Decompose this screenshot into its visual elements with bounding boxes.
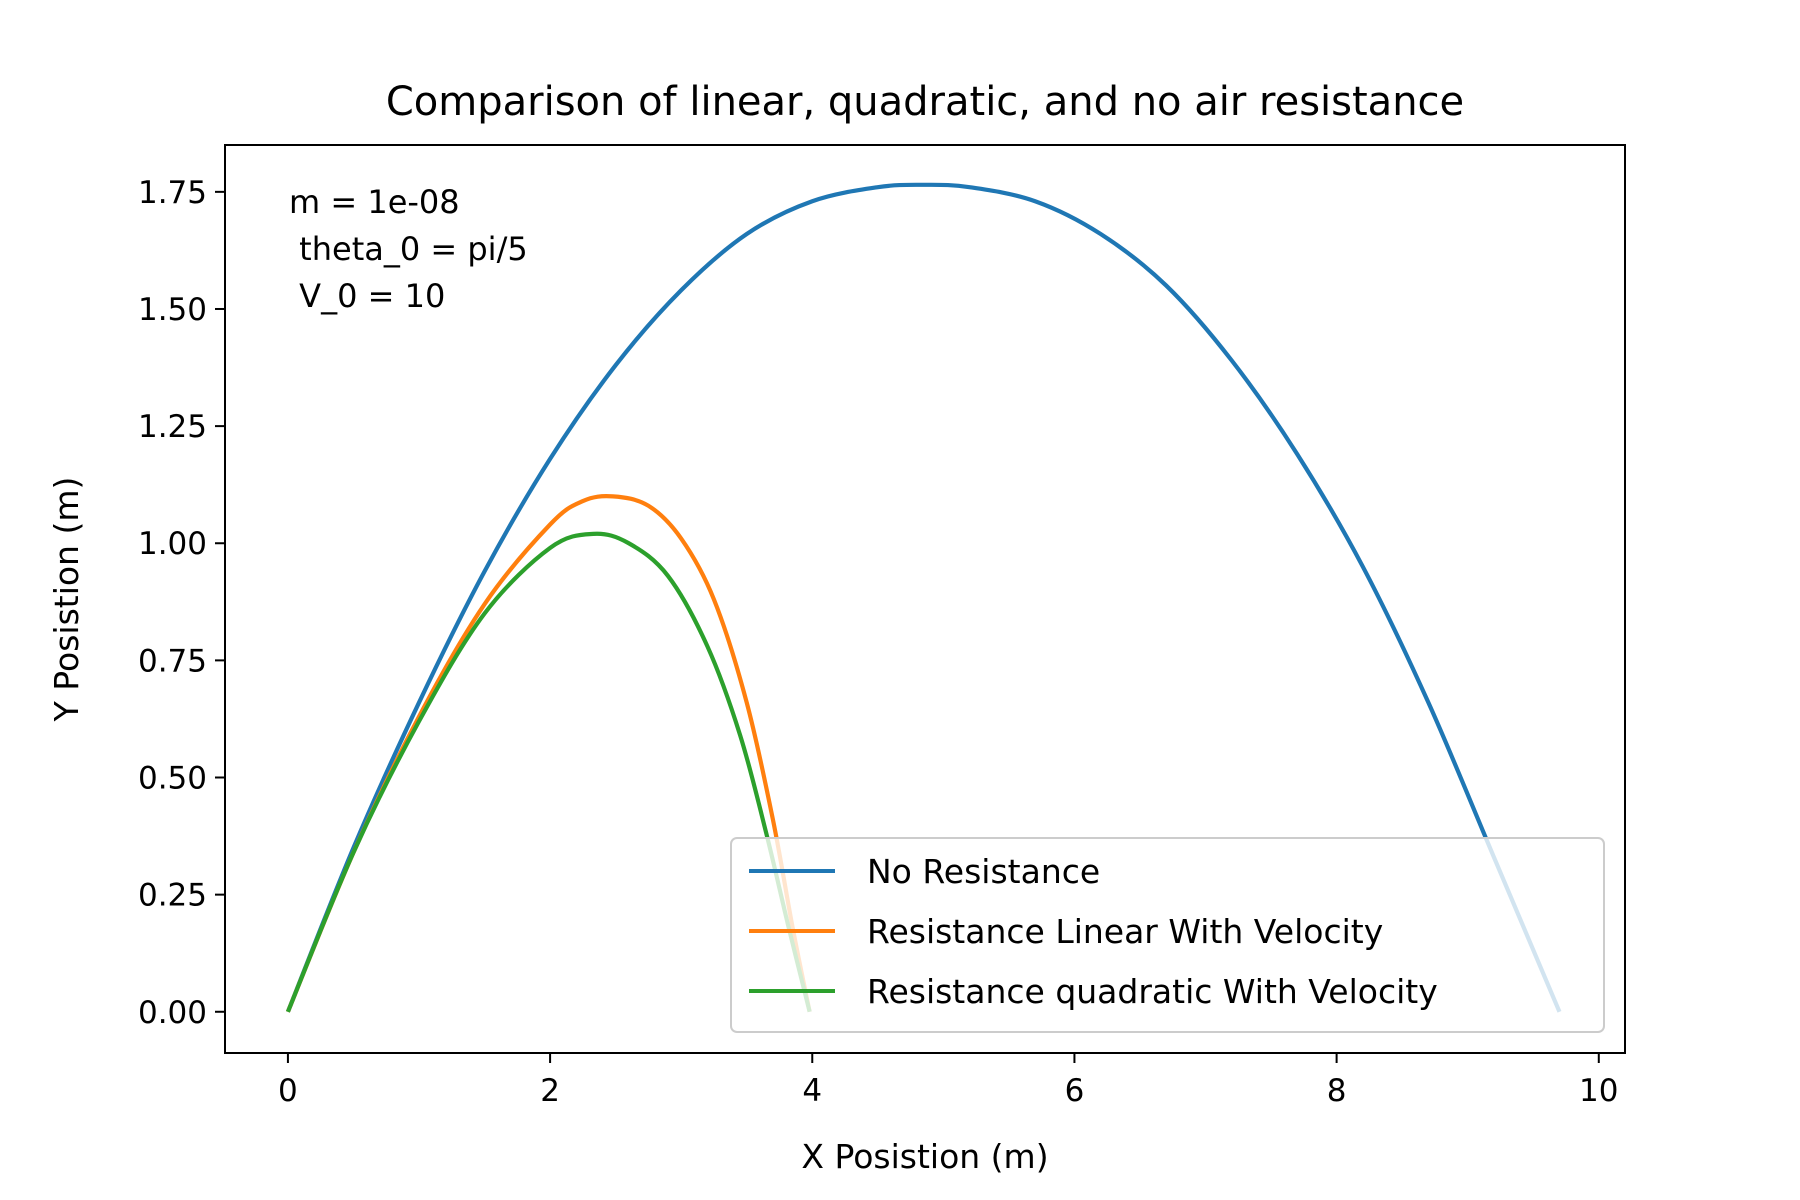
series-layer bbox=[285, 182, 1562, 1013]
y-tick-label: 0.75 bbox=[138, 643, 207, 679]
annotation-line-mass: m = 1e-08 bbox=[289, 183, 460, 221]
series-line-3 bbox=[285, 531, 812, 1013]
series-line-1 bbox=[285, 182, 1562, 1013]
y-tick-label: 1.25 bbox=[138, 409, 207, 445]
x-tick-label: 4 bbox=[802, 1073, 822, 1109]
legend-label-no-resistance: No Resistance bbox=[867, 852, 1100, 891]
x-axis-label: X Posistion (m) bbox=[801, 1137, 1048, 1176]
y-tick-label: 1.00 bbox=[138, 526, 207, 562]
parameters-annotation: m = 1e-08 theta_0 = pi/5 V_0 = 10 bbox=[289, 183, 538, 315]
chart-title: Comparison of linear, quadratic, and no … bbox=[386, 79, 1464, 125]
x-axis-ticks: 0 2 4 6 8 10 bbox=[278, 1053, 1619, 1109]
y-tick-label: 0.00 bbox=[138, 995, 207, 1031]
x-tick-label: 8 bbox=[1327, 1073, 1347, 1109]
x-tick-label: 0 bbox=[278, 1073, 298, 1109]
y-axis-ticks: 0.00 0.25 0.50 0.75 1.00 1.25 1.50 1.75 bbox=[138, 175, 225, 1031]
plot-area-frame bbox=[224, 144, 1626, 1054]
legend-box bbox=[730, 837, 1605, 1033]
legend-label-linear: Resistance Linear With Velocity bbox=[867, 912, 1383, 951]
x-tick-label: 2 bbox=[540, 1073, 560, 1109]
y-tick-label: 1.75 bbox=[138, 175, 207, 211]
y-tick-label: 0.25 bbox=[138, 878, 207, 914]
y-tick-label: 1.50 bbox=[138, 292, 207, 328]
legend: No Resistance Resistance Linear With Vel… bbox=[730, 837, 1605, 1033]
y-axis-label: Y Posistion (m) bbox=[47, 477, 86, 723]
x-tick-label: 10 bbox=[1579, 1073, 1618, 1109]
annotation-line-velocity: V_0 = 10 bbox=[289, 277, 445, 315]
annotation-line-theta: theta_0 = pi/5 bbox=[289, 230, 528, 268]
x-tick-label: 6 bbox=[1065, 1073, 1085, 1109]
legend-label-quadratic: Resistance quadratic With Velocity bbox=[867, 972, 1438, 1011]
y-tick-label: 0.50 bbox=[138, 761, 207, 797]
